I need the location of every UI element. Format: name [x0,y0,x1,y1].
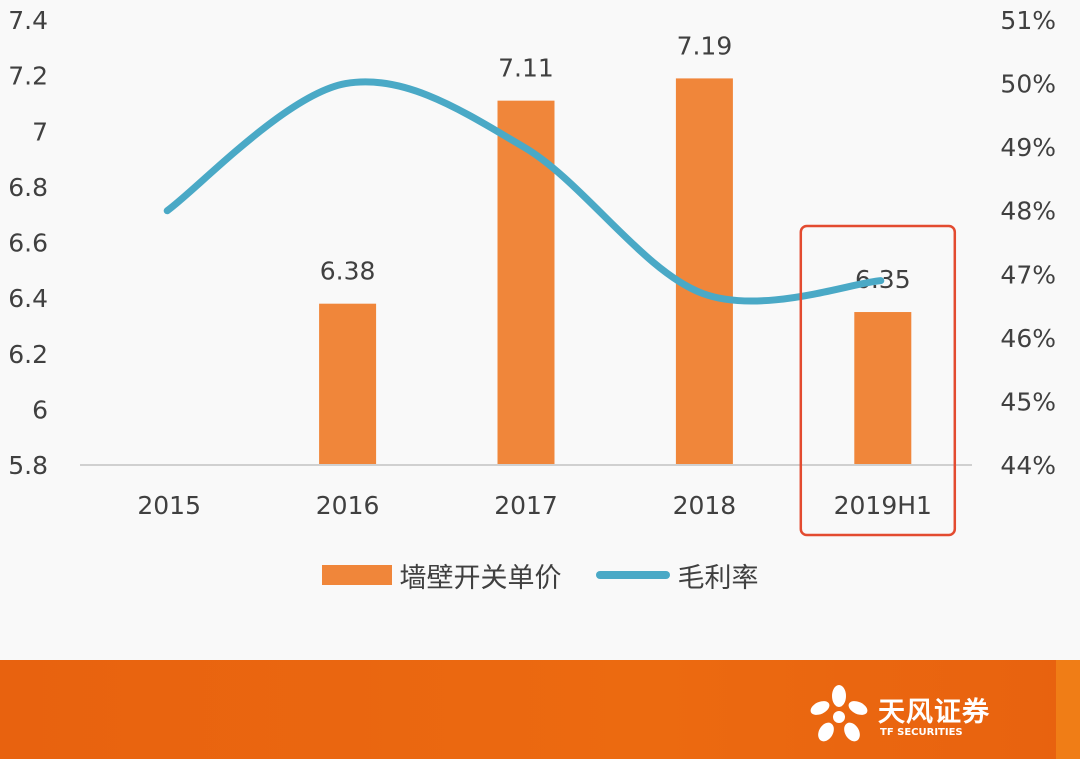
x-tick-label: 2015 [137,491,201,520]
left-tick-label: 6.6 [8,229,48,258]
left-tick-label: 7.4 [8,6,48,35]
x-tick-label: 2019H1 [834,491,932,520]
legend-swatch-line [595,571,670,579]
highlight-box [799,224,957,537]
bar-data-label: 6.38 [320,257,376,286]
footer-banner: 天风证券 TF SECURITIES [0,660,1080,759]
legend: 墙壁开关单价 毛利率 [0,553,1080,597]
brand-logo: 天风证券 TF SECURITIES [808,684,1008,750]
left-tick-label: 7 [32,117,48,146]
bar[interactable] [497,100,555,465]
bar-series: 6.387.117.196.35 [319,31,912,465]
legend-entry-bar[interactable]: 墙壁开关单价 [321,556,562,595]
line-series [163,78,885,305]
combo-chart: 5.866.26.46.66.877.27.4 44%45%46%47%48%4… [8,6,1056,537]
right-tick-label: 48% [1000,197,1056,226]
gross-margin-line[interactable] [163,78,885,305]
x-tick-label: 2018 [673,491,737,520]
footer-accent [1056,660,1080,759]
bar[interactable] [675,78,733,465]
x-axis: 2015 2016 2017 2018 2019H1 [80,464,972,520]
right-tick-label: 51% [1000,6,1056,35]
x-tick-label: 2017 [494,491,558,520]
x-tick-label: 2016 [316,491,380,520]
bar-data-label: 7.11 [498,54,554,83]
left-tick-label: 6 [32,395,48,424]
left-axis: 5.8 6 6.2 6.4 6.6 6.8 7 7.2 7.4 [8,6,48,480]
legend-entry-line[interactable]: 毛利率 [595,556,759,595]
right-tick-label: 50% [1000,70,1056,99]
right-tick-label: 45% [1000,387,1056,416]
left-tick-label: 7.2 [8,62,48,91]
legend-label-line: 毛利率 [677,562,759,594]
left-tick-label: 5.8 [8,451,48,480]
right-axis: 44% 45% 46% 47% 48% 49% 50% 51% [1000,6,1056,480]
flower-logo-icon [810,685,868,742]
logo-text-cn: 天风证券 [878,697,990,728]
right-tick-label: 47% [1000,260,1056,289]
bar[interactable] [854,312,912,465]
left-tick-label: 6.2 [8,340,48,369]
right-tick-label: 46% [1000,324,1056,353]
highlight-group [799,224,957,537]
right-tick-label: 44% [1000,451,1056,480]
legend-label-bar: 墙壁开关单价 [399,562,562,594]
bar[interactable] [319,303,377,465]
chart-area: 5.8 6 6.2 6.4 6.6 6.8 7 7.2 7.4 44% 45% 46% 47% 48% 4… [8,6,1056,537]
legend-swatch-bar [321,565,392,585]
bar-data-label: 7.19 [677,31,733,60]
left-tick-label: 6.4 [8,284,48,313]
left-tick-label: 6.8 [8,173,48,202]
right-tick-label: 49% [1000,133,1056,162]
logo-text-en: TF SECURITIES [880,727,963,738]
